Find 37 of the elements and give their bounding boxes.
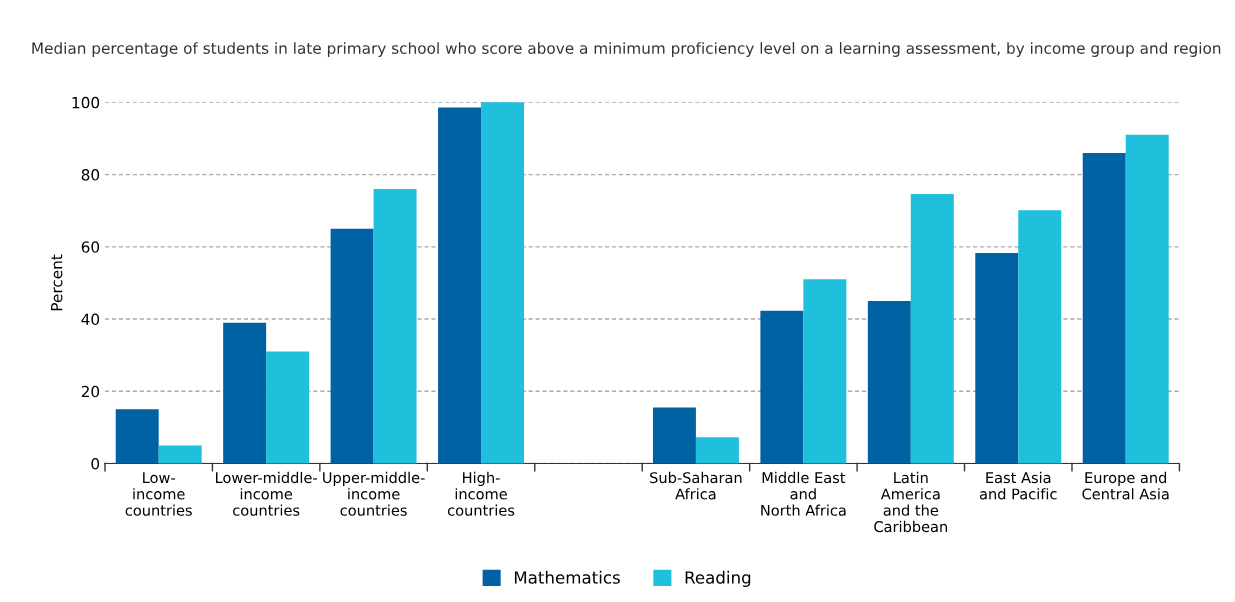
bar bbox=[760, 310, 804, 464]
x-tick-label: Sub-Saharan Africa bbox=[650, 471, 742, 500]
bar bbox=[1082, 152, 1126, 464]
legend-label: Mathematics bbox=[514, 570, 620, 584]
x-tick-label: Upper-middle- income countries bbox=[323, 471, 425, 516]
bar bbox=[223, 322, 267, 464]
y-tick-label: 100 bbox=[72, 96, 100, 109]
bar bbox=[803, 279, 847, 464]
legend-label: Reading bbox=[685, 570, 751, 587]
bar bbox=[266, 351, 310, 464]
x-tick-label: Europe and Central Asia bbox=[1082, 471, 1169, 500]
bar bbox=[910, 194, 954, 464]
x-tick-label: East Asia and Pacific bbox=[979, 471, 1057, 500]
bar bbox=[330, 228, 374, 464]
bar bbox=[438, 107, 482, 464]
x-tick-label: Latin America and the Caribbean bbox=[874, 471, 947, 533]
y-tick-label: 0 bbox=[91, 458, 100, 470]
bar bbox=[158, 445, 202, 464]
y-tick-label: 40 bbox=[81, 313, 100, 326]
bar bbox=[373, 189, 417, 464]
bar bbox=[1018, 210, 1062, 464]
chart-title: Median percentage of students in late primary school who score above a minimum proficiency level on a learning assessment, by income group and region bbox=[32, 42, 1221, 57]
bar bbox=[867, 301, 911, 464]
bar bbox=[975, 252, 1019, 464]
bar bbox=[652, 407, 696, 464]
bar bbox=[1125, 134, 1169, 464]
y-axis-title: Percent bbox=[51, 254, 63, 311]
x-tick-label: Low- income countries bbox=[125, 472, 192, 516]
y-tick-label: 20 bbox=[81, 385, 100, 398]
x-tick-label: High- income countries bbox=[447, 471, 515, 516]
bar bbox=[695, 437, 739, 464]
bar bbox=[481, 102, 525, 464]
x-tick-label: Lower-middle- income countries bbox=[216, 471, 317, 516]
y-tick-label: 60 bbox=[81, 241, 100, 253]
bar bbox=[115, 409, 159, 464]
x-tick-label: Middle East and North Africa bbox=[761, 471, 846, 516]
y-tick-label: 80 bbox=[81, 169, 100, 181]
